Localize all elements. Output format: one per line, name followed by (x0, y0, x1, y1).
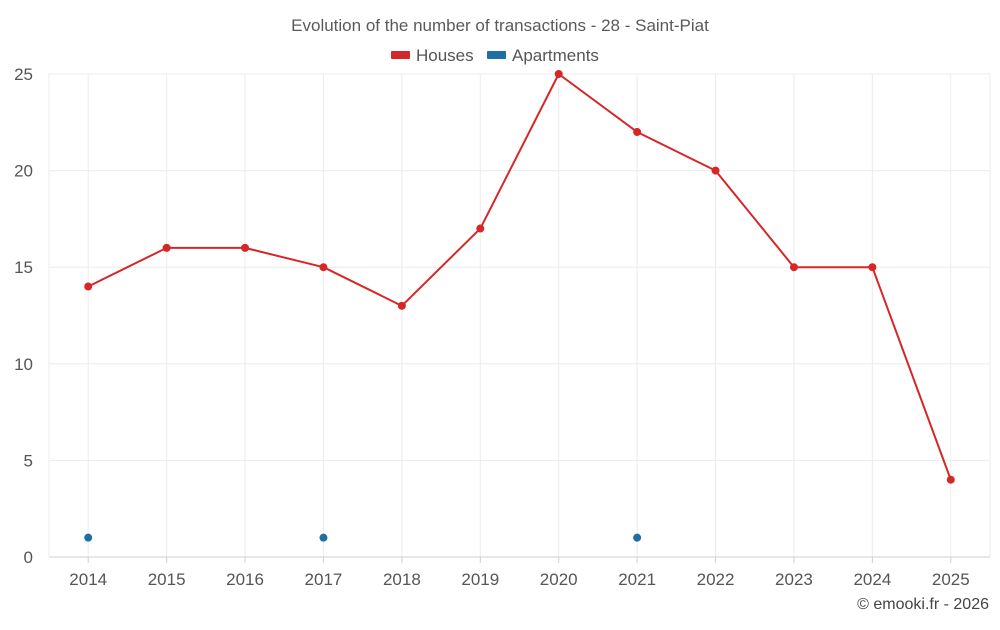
y-tick-label: 15 (14, 258, 33, 277)
data-point-houses-2021[interactable] (633, 127, 642, 136)
data-point-houses-2025[interactable] (946, 475, 955, 484)
data-point-houses-2023[interactable] (789, 263, 798, 272)
x-tick-label: 2023 (775, 570, 813, 589)
series (84, 70, 955, 542)
y-tick-label: 5 (24, 451, 33, 470)
data-point-houses-2015[interactable] (162, 243, 171, 252)
data-point-houses-2024[interactable] (868, 263, 877, 272)
x-tick-label: 2019 (461, 570, 499, 589)
legend-label-houses[interactable]: Houses (416, 46, 474, 65)
credit-text: © emooki.fr - 2026 (857, 596, 989, 613)
x-tick-label: 2022 (697, 570, 735, 589)
y-tick-label: 0 (24, 548, 33, 567)
x-tick-label: 2014 (69, 570, 107, 589)
y-tick-label: 10 (14, 355, 33, 374)
data-point-houses-2022[interactable] (711, 166, 720, 175)
legend-swatch-houses (391, 51, 410, 59)
y-tick-label: 25 (14, 65, 33, 84)
data-point-houses-2019[interactable] (476, 224, 485, 233)
y-tick-label: 20 (14, 162, 33, 181)
legend: Houses Apartments (391, 46, 599, 65)
data-point-apartments-2021[interactable] (633, 533, 642, 542)
x-axis: 2014 2015 2016 2017 2018 2019 2020 2021 2022 2023… (49, 556, 990, 589)
chart-title: Evolution of the number of transactions … (291, 16, 709, 35)
x-tick-label: 2018 (383, 570, 421, 589)
series-apartments (84, 533, 642, 542)
data-point-houses-2014[interactable] (84, 282, 93, 291)
x-tick-label: 2017 (305, 570, 343, 589)
series-houses (84, 70, 955, 484)
x-tick-label: 2024 (853, 570, 891, 589)
data-point-houses-2017[interactable] (319, 263, 328, 272)
series-line-houses (87, 73, 952, 481)
x-tick-label: 2020 (540, 570, 578, 589)
data-point-houses-2020[interactable] (554, 70, 563, 78)
x-tick-label: 2015 (148, 570, 186, 589)
data-point-houses-2018[interactable] (397, 301, 406, 310)
grid (48, 73, 991, 557)
legend-swatch-apartments (487, 51, 506, 59)
y-axis: 0 5 10 15 20 25 (14, 65, 33, 567)
legend-label-apartments[interactable]: Apartments (512, 46, 599, 65)
data-point-apartments-2017[interactable] (319, 533, 328, 542)
data-point-houses-2016[interactable] (241, 243, 250, 252)
x-tick-label: 2021 (618, 570, 656, 589)
x-tick-label: 2016 (226, 570, 264, 589)
data-point-apartments-2014[interactable] (84, 533, 93, 542)
x-tick-label: 2025 (932, 570, 970, 589)
